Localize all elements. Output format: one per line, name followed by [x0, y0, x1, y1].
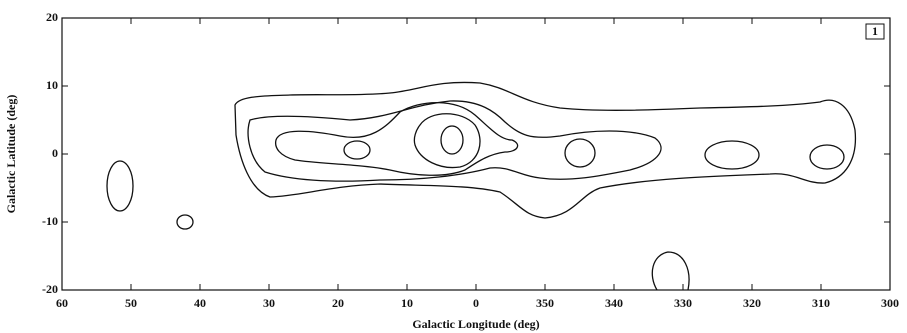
x-axis-label: Galactic Longitude (deg) — [412, 317, 539, 331]
x-tick-label: 350 — [536, 296, 554, 310]
x-tick-label: 10 — [401, 296, 413, 310]
y-tick-label: -20 — [42, 282, 58, 296]
x-tick-label: 60 — [56, 296, 68, 310]
x-tick-label: 320 — [743, 296, 761, 310]
contour — [176, 214, 194, 230]
y-tick-label: -10 — [42, 214, 58, 228]
x-tick-label: 20 — [332, 296, 344, 310]
annotation: 1 — [872, 24, 878, 38]
x-tick-label: 50 — [125, 296, 137, 310]
contours — [106, 81, 857, 291]
contour — [440, 125, 464, 155]
contour — [413, 113, 481, 169]
contour — [564, 138, 596, 168]
x-tick-label: 30 — [263, 296, 275, 310]
x-tick-label: 310 — [812, 296, 830, 310]
contour — [247, 100, 662, 182]
x-tick-label: 330 — [674, 296, 692, 310]
plot-frame — [61, 17, 891, 291]
x-tick-label: 340 — [605, 296, 623, 310]
y-tick-label: 0 — [52, 146, 58, 160]
y-tick-label: 10 — [46, 78, 58, 92]
contour — [651, 251, 690, 291]
contour — [106, 160, 134, 212]
contour — [343, 140, 371, 160]
x-tick-label: 300 — [881, 296, 899, 310]
contour — [274, 101, 519, 176]
x-tick-label: 40 — [194, 296, 206, 310]
annotation-box — [865, 23, 885, 40]
contour — [704, 140, 760, 170]
contour — [809, 144, 845, 170]
y-tick-label: 20 — [46, 10, 58, 24]
contour — [234, 81, 857, 219]
y-axis-label: Galactic Latitude (deg) — [4, 95, 18, 214]
x-tick-label: 0 — [473, 296, 479, 310]
